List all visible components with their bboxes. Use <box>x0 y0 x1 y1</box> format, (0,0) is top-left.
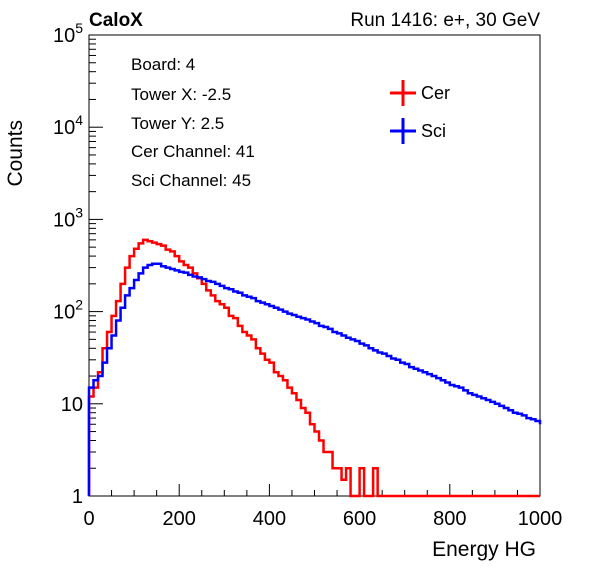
legend-label: Cer <box>421 83 450 103</box>
experiment-title: CaloX <box>89 10 143 31</box>
info-tower-y: Tower Y: 2.5 <box>131 114 224 133</box>
series-layer <box>87 238 542 498</box>
y-tick-label: 1 <box>72 486 83 508</box>
info-board: Board: 4 <box>131 55 195 74</box>
legend-label: Sci <box>421 121 446 141</box>
info-sci-channel: Sci Channel: 45 <box>131 171 251 190</box>
legend-entry-cer: Cer <box>390 80 450 106</box>
x-tick-label: 800 <box>433 508 466 530</box>
x-tick-label: 0 <box>83 508 94 530</box>
info-box: Board: 4 Tower X: -2.5 Tower Y: 2.5 Cer … <box>131 55 255 190</box>
legend: Cer Sci <box>390 80 450 144</box>
y-tick-label: 104 <box>53 112 83 139</box>
x-tick-label: 200 <box>163 508 196 530</box>
y-tick-label: 102 <box>53 297 83 324</box>
x-tick-label: 1000 <box>518 508 563 530</box>
series-sci-line <box>87 262 542 496</box>
series-cer-line <box>87 238 540 498</box>
y-tick-label: 10 <box>61 394 83 416</box>
y-axis-title: Counts <box>4 120 27 187</box>
info-cer-channel: Cer Channel: 41 <box>131 142 255 161</box>
legend-entry-sci: Sci <box>390 118 446 144</box>
run-title: Run 1416: e+, 30 GeV <box>350 10 540 31</box>
x-tick-label: 400 <box>253 508 286 530</box>
x-axis-title: Energy HG <box>432 538 536 561</box>
info-tower-x: Tower X: -2.5 <box>131 85 231 104</box>
y-tick-label: 105 <box>53 20 83 47</box>
axis-ticks: 0 200 400 600 800 1000 1 10 102 103 104 105 <box>53 20 562 530</box>
x-tick-label: 600 <box>343 508 376 530</box>
y-tick-label: 103 <box>53 204 83 231</box>
